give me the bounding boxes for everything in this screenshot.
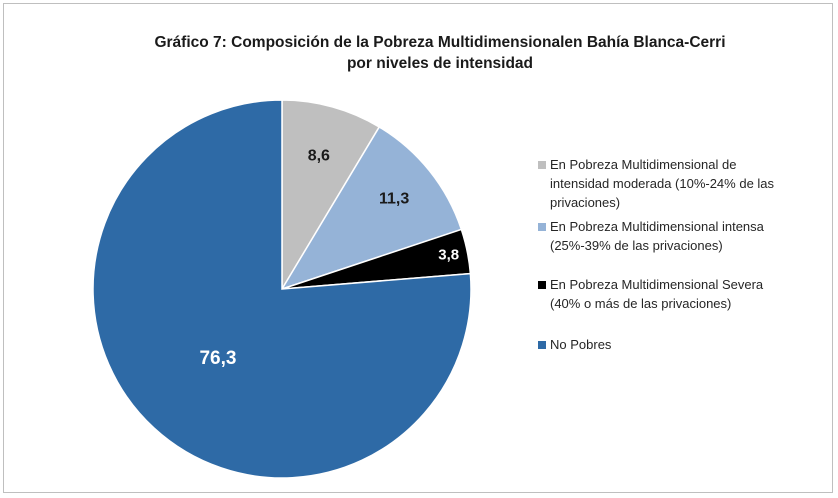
chart-title-line-1: Gráfico 7: Composición de la Pobreza Mul… — [154, 34, 726, 51]
legend-swatch-3 — [538, 281, 546, 289]
pie-slice-4 — [92, 99, 472, 479]
data-label-3: 3,8 — [438, 247, 459, 264]
pie-slice-2 — [280, 125, 463, 291]
legend-swatch-2 — [538, 223, 546, 231]
data-label-2: 11,3 — [379, 191, 409, 208]
data-label-4: 76,3 — [199, 348, 236, 369]
legend-label-2: En Pobreza Multidimensional intensa (25%… — [550, 219, 764, 253]
data-label-1: 8,6 — [308, 148, 330, 165]
legend-label-4: No Pobres — [550, 337, 612, 352]
legend-label-3: En Pobreza Multidimensional Severa (40% … — [550, 277, 764, 311]
legend-label-1: En Pobreza Multidimensional de intensida… — [550, 157, 775, 210]
chart-title: Gráfico 7: Composición de la Pobreza Mul… — [0, 32, 838, 74]
pie-slice-1 — [281, 99, 381, 292]
pie-data-labels: 8,6 11,3 3,8 76,3 — [199, 148, 459, 369]
legend-swatch-1 — [538, 161, 546, 169]
pie-slices — [92, 99, 472, 479]
chart-title-line-2: por niveles de intensidad — [346, 55, 534, 72]
legend-swatch-4 — [538, 341, 546, 349]
